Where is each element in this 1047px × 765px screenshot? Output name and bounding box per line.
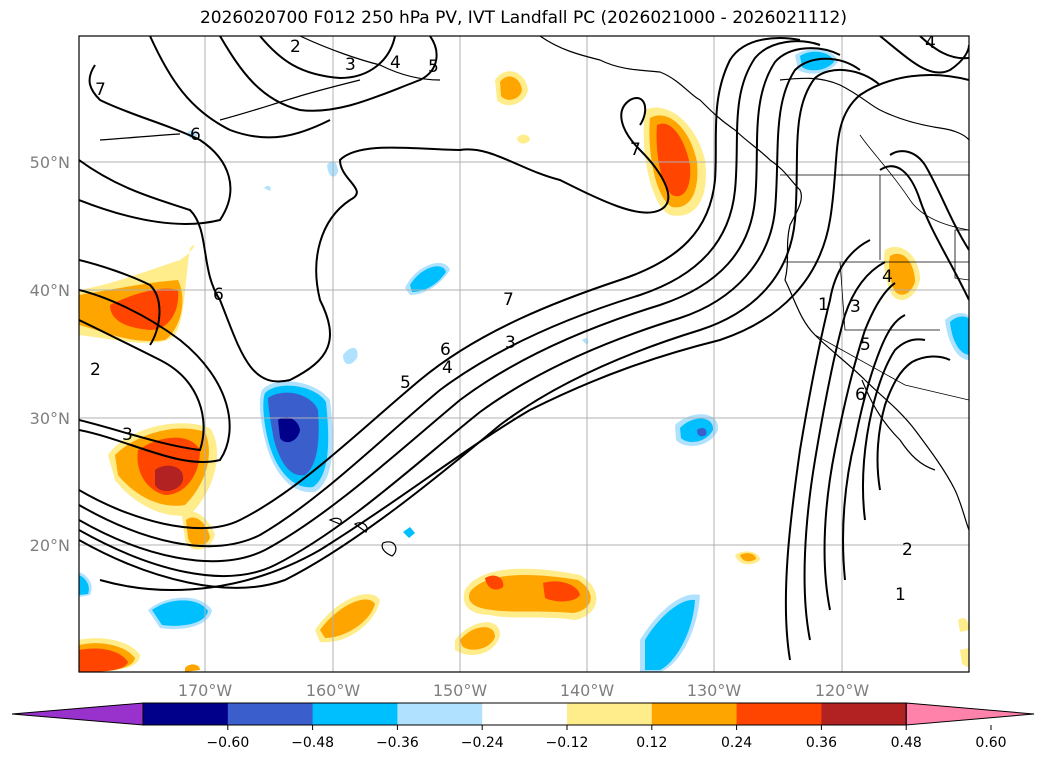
svg-text:5: 5 [400,373,411,393]
colorbar-segment [567,703,653,725]
lat-label: 20°N [30,536,70,555]
svg-text:4: 4 [442,358,453,378]
lat-label: 40°N [30,281,70,300]
colorbar-extend-min [11,702,144,726]
svg-text:5: 5 [428,57,439,77]
colorbar-segment [397,703,483,725]
colorbar-segment [736,703,822,725]
colorbar-tick-label: −0.36 [376,735,419,751]
pv-shading [79,49,969,672]
figure-title: 2026020700 F012 250 hPa PV, IVT Landfall… [199,8,847,28]
svg-text:1: 1 [895,585,906,605]
lon-label: 140°W [560,681,615,700]
colorbar-tick-label: −0.24 [461,735,504,751]
colorbar-outline [142,702,907,726]
map-frame [78,35,970,673]
colorbar-segment [143,703,229,725]
colorbar-segment [312,703,398,725]
svg-text:1: 1 [818,295,829,315]
svg-text:3: 3 [505,333,516,353]
svg-text:7: 7 [503,290,514,310]
colorbar: −0.60 −0.48 −0.36 −0.24 −0.12 0.12 0.24 0.36 0.4… [11,702,1035,751]
svg-text:4: 4 [882,267,893,287]
lon-label: 170°W [178,681,233,700]
lon-label: 150°W [433,681,488,700]
svg-text:3: 3 [122,425,133,445]
svg-text:6: 6 [213,285,224,305]
map-panel: 2 3 4 5 6 7 6 2 3 5 4 6 3 7 7 1 3 5 4 6 … [79,33,969,672]
lat-label: 30°N [30,409,70,428]
svg-text:3: 3 [850,297,861,317]
colorbar-tick-label: 0.48 [891,735,922,751]
colorbar-tick-label: 0.12 [636,735,667,751]
colorbar-segment [482,703,568,725]
svg-text:4: 4 [925,33,936,53]
colorbar-segment [227,703,314,725]
svg-text:2: 2 [90,360,101,380]
svg-text:3: 3 [345,55,356,75]
colorbar-segment [821,703,907,725]
colorbar-tick-label: −0.60 [206,735,249,751]
lon-label: 130°W [687,681,742,700]
svg-text:6: 6 [855,385,866,405]
svg-text:6: 6 [440,340,451,360]
svg-text:7: 7 [630,140,641,160]
lat-label: 50°N [30,153,70,172]
svg-text:2: 2 [290,37,301,57]
colorbar-extend-max [905,702,1035,726]
lon-labels: 170°W 160°W 150°W 140°W 130°W 120°W [178,681,870,700]
contour-labels: 2 3 4 5 6 7 6 2 3 5 4 6 3 7 7 1 3 5 4 6 … [90,33,936,605]
lon-label: 160°W [306,681,361,700]
colorbar-tick-label: 0.36 [806,735,837,751]
svg-text:4: 4 [390,53,401,73]
colorbar-tick-label: 0.24 [721,735,752,751]
svg-text:7: 7 [95,80,106,100]
colorbar-tick-label: −0.48 [291,735,334,751]
graticule [79,36,969,672]
colorbar-segment [651,703,738,725]
lat-labels: 50°N 40°N 30°N 20°N [30,153,70,555]
lon-label: 120°W [815,681,870,700]
svg-text:2: 2 [902,540,913,560]
svg-text:5: 5 [860,335,871,355]
colorbar-tick-label: −0.12 [546,735,589,751]
pv-contours [79,36,969,661]
colorbar-tick-label: 0.60 [975,735,1006,751]
svg-text:6: 6 [190,125,201,145]
